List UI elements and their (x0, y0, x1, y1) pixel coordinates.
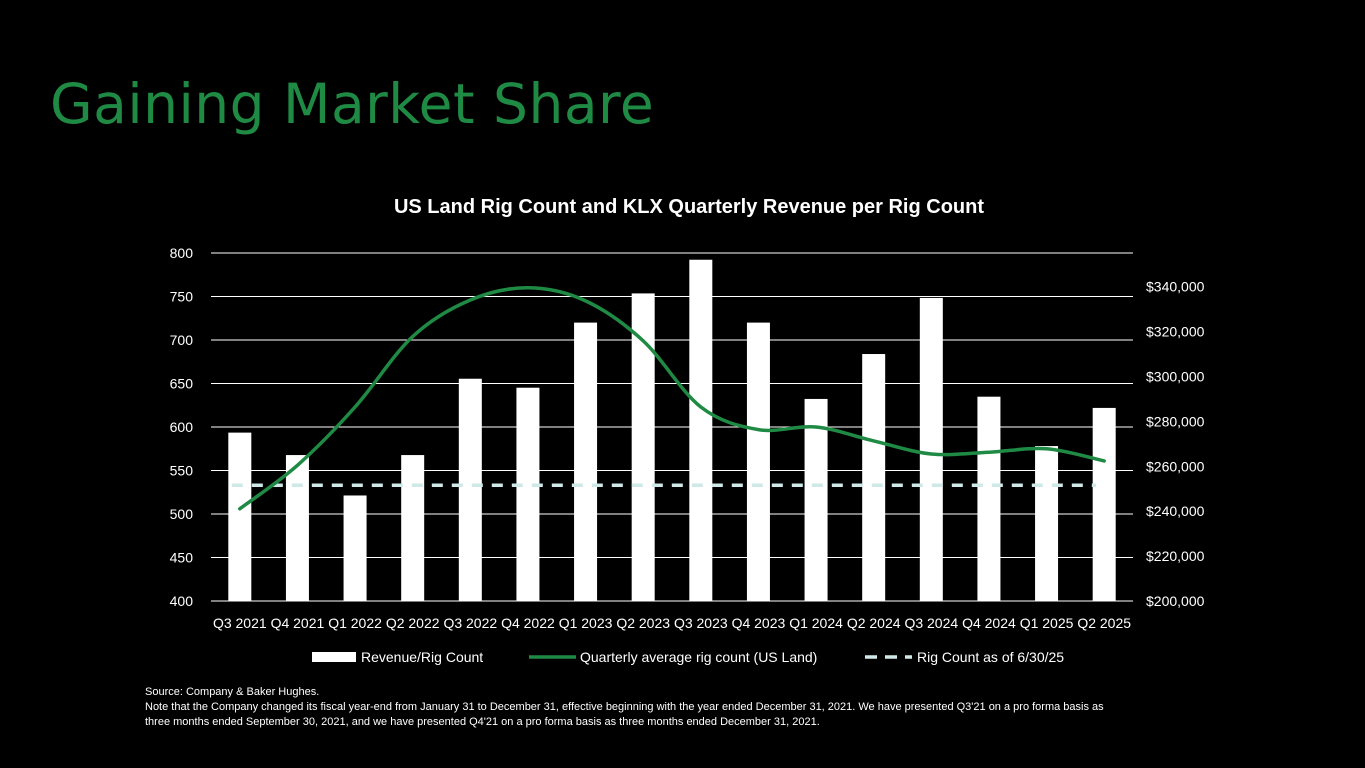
bar (862, 354, 886, 601)
source-note: Source: Company & Baker Hughes. (145, 686, 320, 698)
bar (516, 387, 540, 601)
right-tick-label: $300,000 (1146, 368, 1205, 384)
bar (343, 495, 367, 601)
chart: US Land Rig Count and KLX Quarterly Reve… (170, 196, 1205, 665)
x-tick-label: Q1 2025 (1020, 615, 1074, 631)
page-title: Gaining Market Share (50, 72, 655, 136)
x-tick-label: Q3 2024 (904, 615, 958, 631)
fiscal-note-line-2: three months ended September 30, 2021, a… (145, 716, 820, 728)
x-tick-label: Q2 2024 (847, 615, 901, 631)
right-tick-label: $260,000 (1146, 458, 1205, 474)
left-tick-label: 500 (170, 506, 194, 522)
x-tick-label: Q1 2023 (559, 615, 613, 631)
bar (746, 322, 770, 601)
bar (401, 455, 425, 601)
left-tick-label: 450 (170, 550, 194, 566)
bar (804, 398, 828, 601)
bar (977, 396, 1001, 601)
right-tick-label: $320,000 (1146, 324, 1205, 340)
bar (1092, 407, 1116, 601)
bar (919, 297, 943, 601)
bar (458, 378, 482, 601)
legend-label-revenue: Revenue/Rig Count (361, 649, 483, 665)
legend-label-dashed: Rig Count as of 6/30/25 (917, 649, 1064, 665)
bar (574, 322, 598, 601)
left-tick-label: 400 (170, 593, 194, 609)
x-tick-label: Q3 2023 (674, 615, 728, 631)
fiscal-note-line-1: Note that the Company changed its fiscal… (145, 701, 1104, 713)
right-tick-label: $280,000 (1146, 413, 1205, 429)
legend-label-rig-count: Quarterly average rig count (US Land) (580, 649, 817, 665)
left-tick-label: 650 (170, 376, 194, 392)
x-tick-label: Q3 2021 (213, 615, 267, 631)
left-tick-label: 600 (170, 419, 194, 435)
left-tick-label: 800 (170, 245, 194, 261)
left-tick-label: 550 (170, 463, 194, 479)
bar (1035, 446, 1059, 601)
bar (689, 259, 713, 601)
legend-bar-swatch (312, 652, 356, 662)
chart-title: US Land Rig Count and KLX Quarterly Reve… (394, 196, 984, 218)
x-axis: Q3 2021 Q4 2021 Q1 2022 Q2 2022 Q3 2022 Q4 20… (213, 615, 1131, 631)
x-tick-label: Q2 2022 (386, 615, 440, 631)
footnotes: Source: Company & Baker Hughes. Note tha… (145, 685, 1225, 730)
right-tick-label: $220,000 (1146, 548, 1205, 564)
bar-series (228, 259, 1116, 601)
x-tick-label: Q2 2023 (616, 615, 670, 631)
bar (228, 432, 252, 601)
right-tick-label: $200,000 (1146, 593, 1205, 609)
left-tick-label: 700 (170, 332, 194, 348)
line-series (238, 286, 1106, 511)
right-tick-label: $240,000 (1146, 503, 1205, 519)
x-tick-label: Q3 2022 (443, 615, 497, 631)
bar (285, 455, 309, 601)
left-tick-label: 750 (170, 289, 194, 305)
x-tick-label: Q4 2021 (271, 615, 325, 631)
x-tick-label: Q4 2022 (501, 615, 555, 631)
rig-count-line (238, 286, 1106, 511)
right-tick-label: $340,000 (1146, 279, 1205, 295)
left-axis: 400 450 500 550 600 650 700 750 800 (170, 245, 194, 609)
bar (631, 293, 655, 601)
x-tick-label: Q4 2023 (732, 615, 786, 631)
right-axis: $200,000 $220,000 $240,000 $260,000 $280,000… (1146, 279, 1205, 609)
x-tick-label: Q4 2024 (962, 615, 1016, 631)
x-tick-label: Q1 2024 (789, 615, 843, 631)
x-tick-label: Q1 2022 (328, 615, 382, 631)
x-tick-label: Q2 2025 (1077, 615, 1131, 631)
legend: Revenue/Rig Count Quarterly average rig c… (312, 649, 1064, 665)
